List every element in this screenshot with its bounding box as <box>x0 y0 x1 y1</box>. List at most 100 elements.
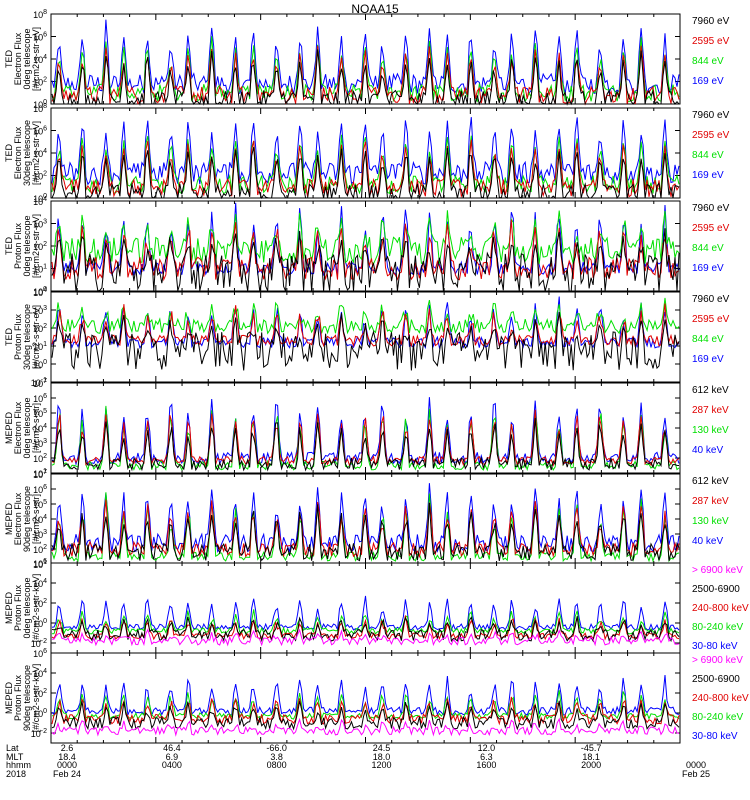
y-tick-label: 108 <box>33 9 47 20</box>
y-tick-label: 104 <box>33 423 47 434</box>
y-tick-label: 102 <box>33 171 47 182</box>
legend-label: 2595 eV <box>692 314 730 325</box>
y-axis-label: [#/cm2-s-str-eV] <box>31 305 41 369</box>
legend-label: 844 eV <box>692 150 724 161</box>
legend-label: 80-240 keV <box>692 622 743 633</box>
legend-label: 169 eV <box>692 354 724 365</box>
y-axis-label: Electron Flux <box>13 401 23 454</box>
y-axis-label: 0deg telescope <box>22 28 32 89</box>
y-tick-label: 100 <box>33 193 47 204</box>
time-axis-value: 3.8 <box>270 752 283 762</box>
y-tick-label: 106 <box>33 484 47 495</box>
y-axis-label: [#/cm2-s-str-eV] <box>31 214 41 278</box>
y-axis-label: Proton Flux <box>13 674 23 721</box>
series-line <box>51 49 680 106</box>
panel-6: 101 102 103 104 105 106 107 MEPED Electron Flux 9… <box>4 469 729 570</box>
y-axis-label: MEPED <box>4 503 14 536</box>
series-line <box>51 19 680 96</box>
series-line <box>51 628 680 647</box>
y-tick-label: 105 <box>33 408 47 419</box>
y-axis-label: Electron Flux <box>13 492 23 545</box>
y-tick-label: 101 <box>33 341 47 352</box>
y-tick-label: 100 <box>33 708 47 719</box>
series-line <box>51 228 680 292</box>
legend-label: 80-240 keV <box>692 712 743 723</box>
y-axis-label: [#/cm2-s-str] <box>31 403 41 453</box>
series-line <box>51 696 680 726</box>
y-tick-label: 100 <box>33 618 47 629</box>
legend-label: 287 keV <box>692 496 729 507</box>
panel-2: 100 102 104 106 108 TED Electron Flux 30deg tel… <box>4 103 730 204</box>
legend-label: 844 eV <box>692 334 724 345</box>
y-axis-label: 0deg telescope <box>22 215 32 276</box>
time-axis-value: 1600 <box>476 760 496 770</box>
time-axis-value: 24.5 <box>373 743 391 753</box>
time-axis-row-label: Lat <box>6 743 19 753</box>
y-tick-label: 107 <box>33 469 47 480</box>
y-tick-label: 102 <box>33 453 47 464</box>
y-tick-label: 10-1 <box>31 377 47 388</box>
legend-label: 2500-6900 <box>692 674 740 685</box>
time-axis-value: 18.1 <box>582 752 600 762</box>
time-axis-value: 1200 <box>371 760 391 770</box>
y-tick-label: 102 <box>33 241 47 252</box>
legend-label: > 6900 keV <box>692 655 743 666</box>
series-line <box>51 297 680 335</box>
y-axis-label: 30deg telescope <box>22 120 32 186</box>
legend-label: 2500-6900 <box>692 584 740 595</box>
y-axis-label: Electron Flux <box>13 32 23 85</box>
legend-label: 2595 eV <box>692 36 730 47</box>
y-axis-label: 90deg telescope <box>22 665 32 731</box>
y-tick-label: 106 <box>33 32 47 43</box>
legend-label: 169 eV <box>692 170 724 181</box>
y-tick-label: 10-2 <box>31 638 47 649</box>
y-tick-label: 106 <box>33 393 47 404</box>
y-axis-label: 90deg telescope <box>22 486 32 552</box>
time-axis-value: -66.0 <box>266 743 287 753</box>
y-tick-label: 106 <box>33 648 47 659</box>
time-axis-value: 0400 <box>162 760 182 770</box>
time-axis-value: 6.9 <box>166 752 179 762</box>
time-axis-value: 6.3 <box>480 752 493 762</box>
y-axis-label: MEPED <box>4 682 14 715</box>
y-tick-label: 102 <box>33 323 47 334</box>
y-axis-label: Proton Flux <box>13 584 23 631</box>
time-axis-value: 0000 <box>686 760 706 770</box>
y-axis-label: [#/cm2-s-str-keV] <box>31 574 41 643</box>
y-axis-label: TED <box>4 49 14 68</box>
y-axis-label: TED <box>4 327 14 346</box>
y-tick-label: 102 <box>33 598 47 609</box>
y-axis-label: [#/cm2-s-str-eV] <box>31 121 41 185</box>
y-tick-label: 100 <box>33 359 47 370</box>
y-tick-label: 104 <box>33 578 47 589</box>
panel-frame <box>50 291 681 383</box>
time-axis-value: 46.4 <box>163 743 181 753</box>
y-tick-label: 104 <box>33 514 47 525</box>
y-axis-label: Proton Flux <box>13 313 23 360</box>
time-axis-value: 0000 <box>57 760 77 770</box>
y-axis-label: Electron Flux <box>13 126 23 179</box>
legend-label: 130 keV <box>692 425 729 436</box>
legend-label: 612 keV <box>692 385 729 396</box>
legend-label: 30-80 keV <box>692 641 738 652</box>
legend-label: 7960 eV <box>692 110 730 121</box>
y-axis-label: TED <box>4 143 14 162</box>
y-tick-label: 101 <box>33 468 47 479</box>
series-line <box>51 311 680 371</box>
panel-7: 10-2 100 102 104 106 MEPED Proton Flux 0deg tel… <box>4 558 749 654</box>
y-tick-label: 108 <box>33 103 47 114</box>
legend-label: 240-800 keV <box>692 603 749 614</box>
legend-label: 40 keV <box>692 536 723 547</box>
legend-label: 7960 eV <box>692 16 730 27</box>
time-axis-row-label: 2018 <box>6 769 26 779</box>
legend-label: 40 keV <box>692 445 723 456</box>
legend-label: 844 eV <box>692 56 724 67</box>
series-line <box>51 700 680 731</box>
y-axis-label: 0deg telescope <box>22 397 32 458</box>
legend-label: 2595 eV <box>692 223 730 234</box>
y-tick-label: 102 <box>33 77 47 88</box>
time-axis-value: 18.4 <box>58 752 76 762</box>
y-tick-label: 103 <box>33 438 47 449</box>
time-axis-value: -45.7 <box>581 743 602 753</box>
